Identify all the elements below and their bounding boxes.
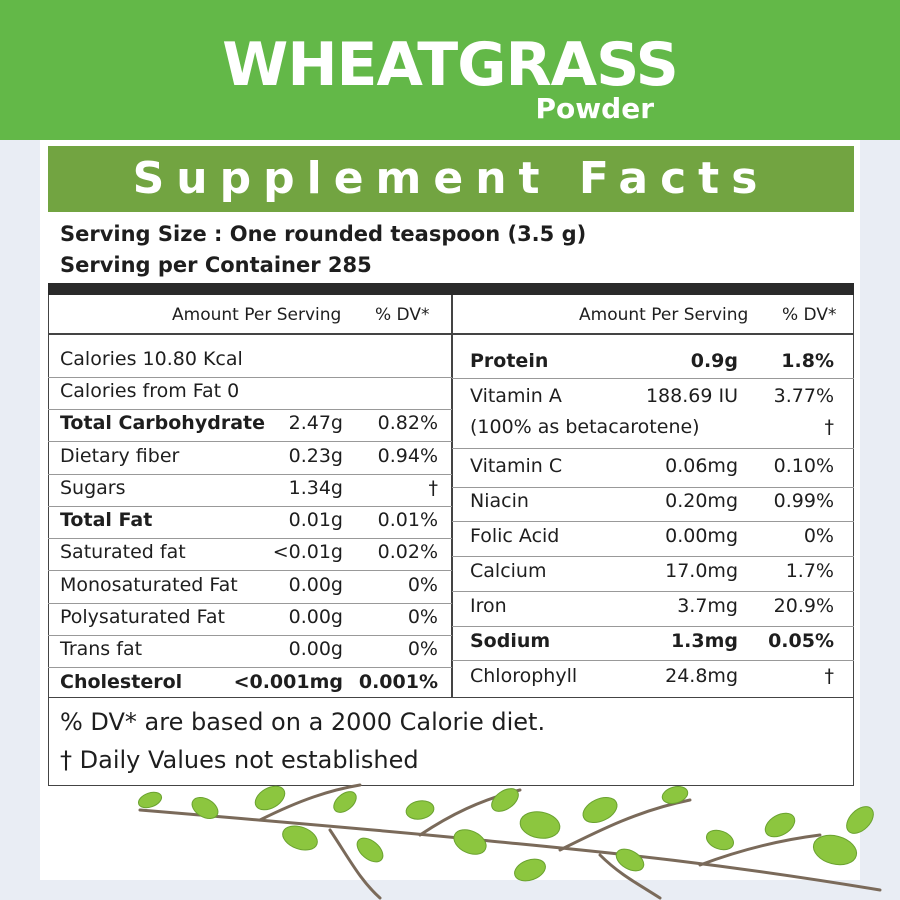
nutrient-name: Calories 10.80 Kcal xyxy=(60,348,243,370)
label-panel xyxy=(40,140,860,880)
row-divider xyxy=(48,377,452,378)
nutrient-amount: 0.9g xyxy=(690,350,738,372)
nutrient-name: Vitamin A xyxy=(470,385,562,407)
nutrient-name: Chlorophyll xyxy=(470,665,578,687)
column-divider xyxy=(451,295,453,698)
nutrient-amount: 1.34g xyxy=(288,477,343,499)
nutrient-name: Trans fat xyxy=(60,638,143,660)
nutrient-dv: 0.82% xyxy=(377,412,438,434)
footnote-dagger: † Daily Values not established xyxy=(60,746,419,774)
nutrient-dv: 0% xyxy=(803,525,834,547)
nutrient-dv: 0.05% xyxy=(768,630,834,652)
nutrient-dv: 0.99% xyxy=(773,490,834,512)
right-dv-header: % DV* xyxy=(782,305,837,325)
row-divider xyxy=(452,448,854,449)
row-divider xyxy=(452,378,854,379)
nutrient-dv: 0% xyxy=(407,606,438,628)
right-header-rule xyxy=(452,333,854,335)
nutrient-name: Folic Acid xyxy=(470,525,560,547)
nutrient-dv: 0.01% xyxy=(377,509,438,531)
nutrient-amount: 0.23g xyxy=(288,445,343,467)
nutrient-dv: 0.02% xyxy=(377,541,438,563)
row-divider xyxy=(48,409,452,410)
row-divider xyxy=(48,667,452,668)
row-divider xyxy=(48,635,452,636)
nutrient-name: Dietary fiber xyxy=(60,445,180,467)
right-amount-header: Amount Per Serving xyxy=(579,305,749,325)
nutrient-name: Total Fat xyxy=(60,509,153,531)
nutrient-dv: 0.10% xyxy=(773,455,834,477)
nutrient-amount: 0.20mg xyxy=(665,490,738,512)
nutrient-amount: 1.3mg xyxy=(670,630,738,652)
row-divider xyxy=(452,487,854,488)
left-header-rule xyxy=(48,333,452,335)
left-amount-header: Amount Per Serving xyxy=(172,305,342,325)
nutrient-note-dv: † xyxy=(824,416,835,438)
nutrient-dv: 0% xyxy=(407,574,438,596)
nutrient-name: Calcium xyxy=(470,560,547,582)
row-divider xyxy=(48,603,452,604)
row-divider xyxy=(48,538,452,539)
product-subtitle: Powder xyxy=(535,92,654,125)
nutrient-amount: 17.0mg xyxy=(665,560,738,582)
nutrient-amount: 0.00g xyxy=(288,574,343,596)
supplement-facts-heading: Supplement Facts xyxy=(48,146,854,212)
row-divider xyxy=(48,441,452,442)
nutrient-dv: 20.9% xyxy=(773,595,834,617)
row-divider xyxy=(452,660,854,661)
row-divider xyxy=(452,626,854,627)
branch-leaves-icon xyxy=(137,783,882,900)
nutrient-amount: 3.7mg xyxy=(677,595,738,617)
nutrient-dv: 3.77% xyxy=(773,385,834,407)
nutrient-name: Calories from Fat 0 xyxy=(60,380,240,402)
product-title: WHEATGRASS xyxy=(222,30,679,100)
nutrient-name: Saturated fat xyxy=(60,541,186,563)
nutrient-amount: <0.01g xyxy=(272,541,343,563)
nutrient-amount: 0.00g xyxy=(288,606,343,628)
nutrient-name: Sodium xyxy=(470,630,551,652)
nutrient-name: Cholesterol xyxy=(60,671,183,693)
nutrient-name: Niacin xyxy=(470,490,529,512)
nutrient-dv: 1.7% xyxy=(785,560,834,582)
nutrient-dv: 1.8% xyxy=(781,350,834,372)
row-divider xyxy=(48,506,452,507)
row-divider xyxy=(48,570,452,571)
row-divider xyxy=(48,474,452,475)
nutrient-name: Sugars xyxy=(60,477,126,499)
nutrient-dv: 0.94% xyxy=(377,445,438,467)
nutrient-amount: 0.01g xyxy=(288,509,343,531)
nutrient-dv: 0% xyxy=(407,638,438,660)
footnote-dv: % DV* are based on a 2000 Calorie diet. xyxy=(60,708,546,736)
nutrient-amount: 188.69 IU xyxy=(645,385,738,407)
nutrient-amount: 24.8mg xyxy=(665,665,738,687)
footnote-box xyxy=(48,698,854,786)
nutrient-name: Protein xyxy=(470,350,549,372)
nutrient-note: (100% as betacarotene) xyxy=(470,416,700,438)
nutrient-amount: 0.00mg xyxy=(665,525,738,547)
nutrient-amount: 0.00g xyxy=(288,638,343,660)
nutrient-name: Polysaturated Fat xyxy=(60,606,225,628)
row-divider xyxy=(452,591,854,592)
nutrient-amount: <0.001mg xyxy=(233,671,343,693)
serving-size: Serving Size : One rounded teaspoon (3.5… xyxy=(60,222,587,246)
nutrient-name: Iron xyxy=(470,595,507,617)
servings-per-container: Serving per Container 285 xyxy=(60,253,372,277)
nutrient-name: Vitamin C xyxy=(470,455,563,477)
nutrient-name: Monosaturated Fat xyxy=(60,574,238,596)
nutrient-dv: † xyxy=(428,477,439,499)
nutrient-name: Total Carbohydrate xyxy=(60,412,265,434)
row-divider xyxy=(452,521,854,522)
nutrient-amount: 2.47g xyxy=(288,412,343,434)
nutrient-dv: 0.001% xyxy=(358,671,438,693)
nutrient-dv: † xyxy=(824,665,835,687)
thick-divider xyxy=(48,283,854,295)
left-dv-header: % DV* xyxy=(375,305,430,325)
row-divider xyxy=(452,556,854,557)
top-banner xyxy=(0,0,900,140)
nutrient-amount: 0.06mg xyxy=(665,455,738,477)
